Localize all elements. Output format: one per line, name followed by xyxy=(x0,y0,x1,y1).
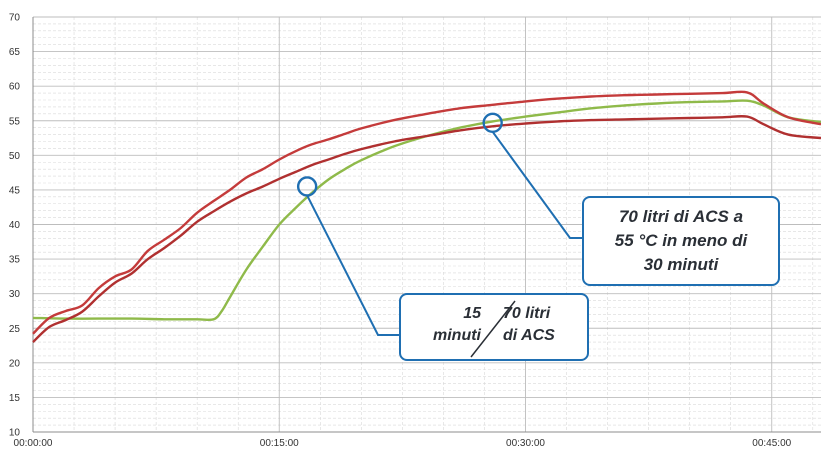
callout-b-subject: di ACS xyxy=(503,327,555,344)
y-tick-label: 40 xyxy=(9,220,21,231)
y-tick-label: 15 xyxy=(9,393,21,404)
series-line-3 xyxy=(32,99,821,322)
callout-a-leader xyxy=(491,131,582,239)
y-tick-label: 25 xyxy=(9,324,21,335)
y-tick-label: 10 xyxy=(9,428,21,439)
y-tick-label: 60 xyxy=(9,82,21,93)
callout-15-minuti: 15 minuti 70 litri di ACS xyxy=(399,293,589,361)
callout-a-line-3: 30 minuti xyxy=(643,255,719,274)
y-tick-label: 70 xyxy=(9,13,21,24)
x-tick-label: 00:30:00 xyxy=(506,438,545,449)
callout-b-marker xyxy=(296,176,318,197)
y-tick-label: 65 xyxy=(9,47,21,58)
callout-b-divider xyxy=(470,300,516,358)
y-tick-label: 45 xyxy=(9,185,21,196)
callout-a-line-2: 55 °C in meno di xyxy=(614,231,748,250)
x-tick-label: 00:15:00 xyxy=(260,438,299,449)
callout-b-unit: minuti xyxy=(433,327,481,344)
y-tick-label: 50 xyxy=(9,151,21,162)
callout-a-marker xyxy=(482,112,503,134)
callout-b-leader xyxy=(306,195,399,336)
callout-b-number: 15 xyxy=(463,305,481,322)
y-tick-label: 20 xyxy=(9,358,21,369)
x-tick-labels: 00:00:00 00:15:00 00:30:00 00:45:00 xyxy=(14,438,792,449)
y-tick-label: 55 xyxy=(9,116,21,127)
series-lines xyxy=(32,90,821,343)
x-tick-label: 00:45:00 xyxy=(752,438,791,449)
y-tick-label: 30 xyxy=(9,289,21,300)
callout-70-litri: 70 litri di ACS a 55 °C in meno di 30 mi… xyxy=(582,196,780,286)
series-line-2 xyxy=(32,114,821,343)
y-tick-label: 35 xyxy=(9,255,21,266)
x-tick-label: 00:00:00 xyxy=(14,438,53,449)
series-line-1 xyxy=(32,90,821,335)
y-tick-labels: 10 15 20 25 30 35 40 45 50 55 60 65 70 xyxy=(9,13,21,439)
callout-a-line-1: 70 litri di ACS a xyxy=(618,207,744,226)
callout-b-volume: 70 litri xyxy=(503,305,551,322)
callout-leaders xyxy=(296,112,582,336)
